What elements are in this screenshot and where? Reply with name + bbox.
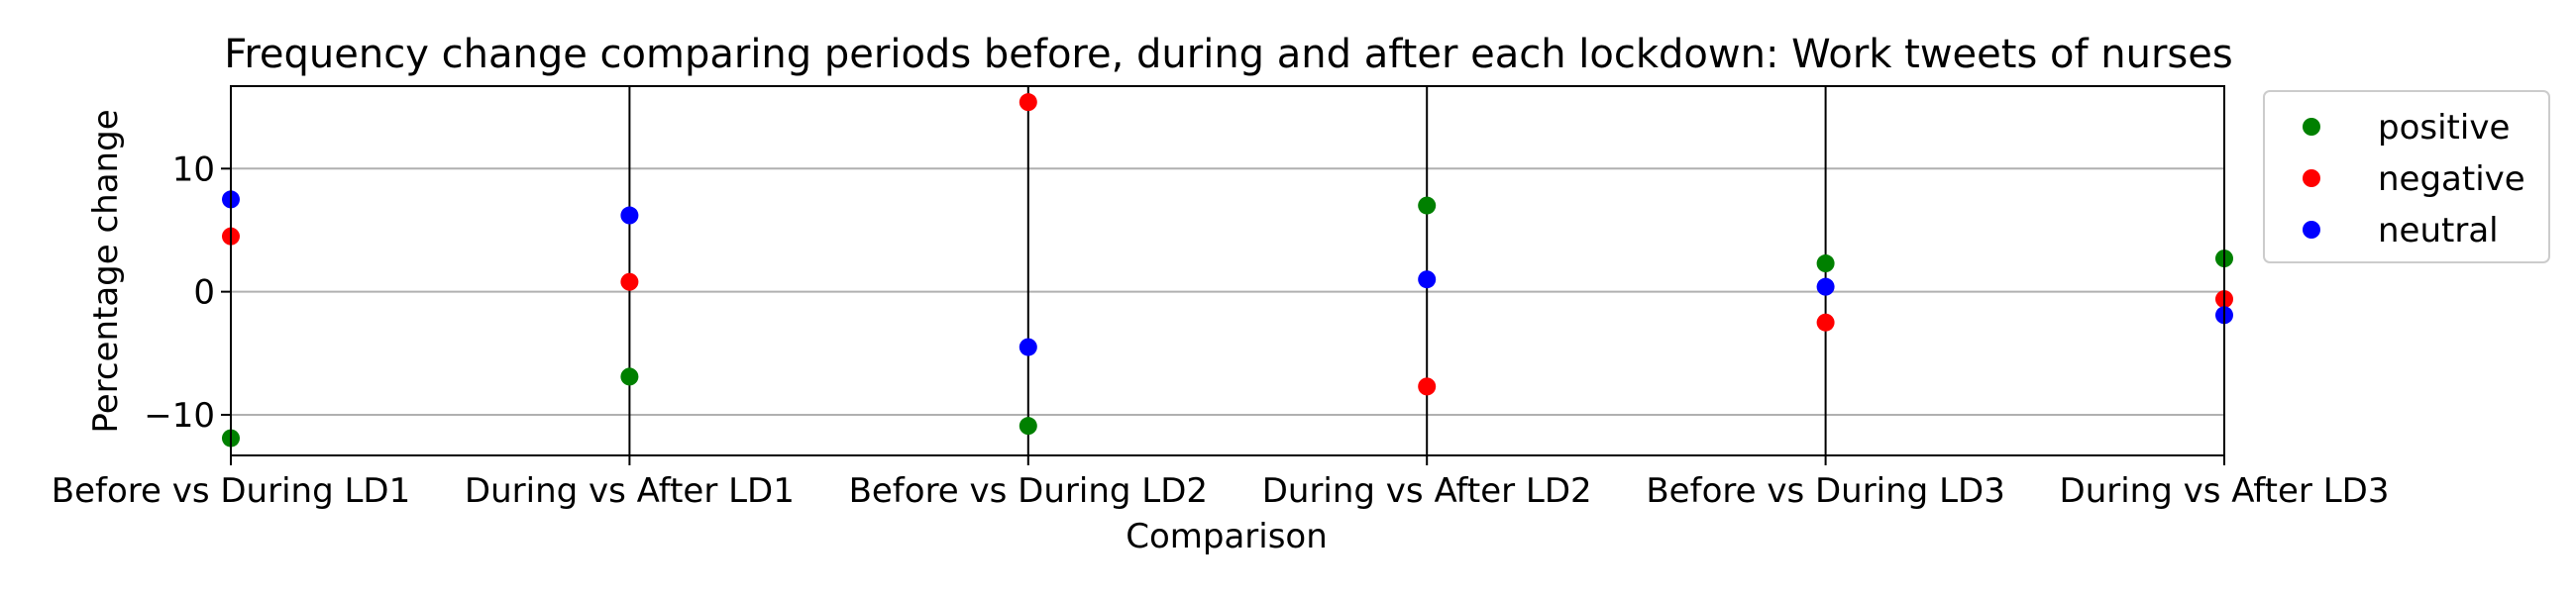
legend-label-positive: positive bbox=[2378, 108, 2510, 148]
grid-lines bbox=[231, 167, 2224, 416]
data-points bbox=[222, 93, 2233, 448]
y-tick-label: 0 bbox=[193, 273, 215, 313]
data-point-positive bbox=[1418, 196, 1437, 215]
legend-items: positive negative neutral bbox=[2303, 108, 2525, 250]
data-point-neutral bbox=[1019, 338, 1037, 356]
x-tick-label: Before vs During LD1 bbox=[52, 471, 410, 511]
data-point-neutral bbox=[620, 206, 639, 225]
y-axis-label: Percentage change bbox=[86, 109, 126, 433]
plot-frame bbox=[230, 85, 2225, 456]
data-point-positive bbox=[1019, 417, 1037, 436]
data-point-negative bbox=[1418, 377, 1437, 396]
legend-marker-negative bbox=[2303, 169, 2320, 187]
legend-label-neutral: neutral bbox=[2378, 211, 2499, 250]
x-tick-label: Before vs During LD3 bbox=[1646, 471, 2004, 511]
legend-marker-positive bbox=[2303, 118, 2320, 136]
data-point-positive bbox=[1816, 254, 1835, 273]
x-tick-label: During vs After LD2 bbox=[1262, 471, 1592, 511]
legend-marker-neutral bbox=[2303, 221, 2320, 239]
data-point-negative bbox=[620, 272, 639, 291]
category-lines bbox=[230, 86, 2225, 455]
legend-label-negative: negative bbox=[2378, 159, 2525, 199]
data-point-positive bbox=[620, 367, 639, 386]
data-point-negative bbox=[1816, 313, 1835, 332]
x-tick-label: During vs After LD3 bbox=[2060, 471, 2390, 511]
x-tick-label: During vs After LD1 bbox=[465, 471, 795, 511]
data-point-neutral bbox=[1418, 270, 1437, 289]
y-tick-label: 10 bbox=[172, 150, 215, 189]
x-axis-ticks: Before vs During LD1 During vs After LD1 B… bbox=[52, 455, 2390, 511]
x-axis-label: Comparison bbox=[1126, 517, 1328, 556]
legend-box bbox=[2263, 90, 2550, 263]
x-tick-label: Before vs During LD2 bbox=[849, 471, 1208, 511]
y-axis-ticks: −10 0 10 bbox=[144, 150, 231, 436]
legend: positive negative neutral bbox=[2263, 90, 2550, 263]
data-point-neutral bbox=[1816, 277, 1835, 296]
y-tick-label: −10 bbox=[144, 396, 215, 436]
chart-title: Frequency change comparing periods befor… bbox=[224, 32, 2232, 77]
data-point-negative bbox=[1019, 93, 1037, 112]
